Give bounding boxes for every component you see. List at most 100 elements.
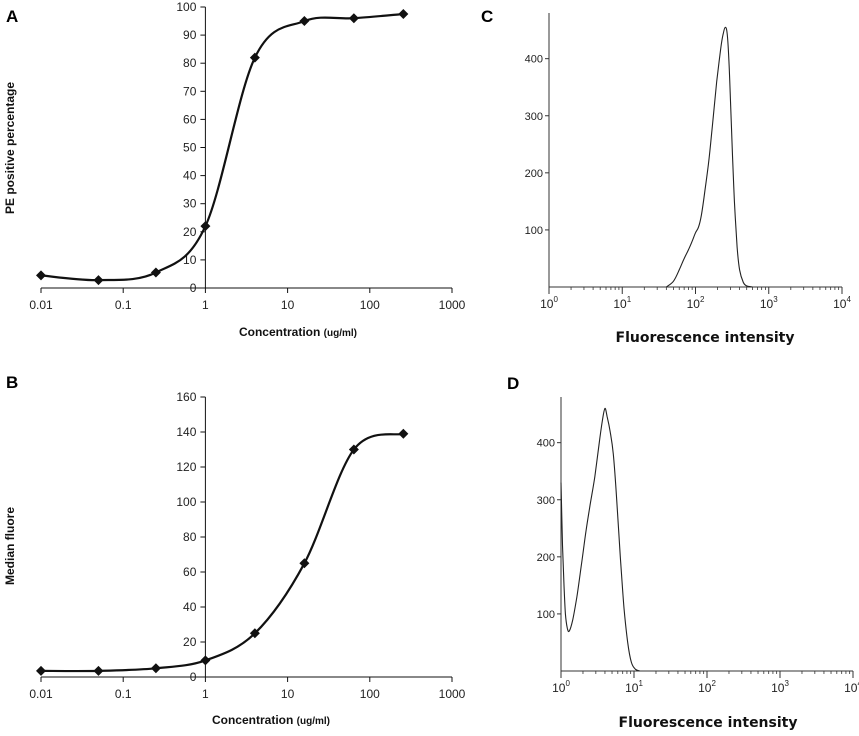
panel-c-y-ticks: 100 200 300 400 bbox=[525, 54, 549, 237]
x-tick-exponent: 4 bbox=[846, 295, 851, 304]
data-point-marker bbox=[93, 275, 104, 286]
data-point-marker bbox=[93, 665, 104, 676]
data-point-marker bbox=[249, 52, 260, 63]
y-tick-label: 300 bbox=[537, 495, 555, 507]
x-tick-label: 100 bbox=[540, 295, 558, 311]
y-tick-label: 20 bbox=[183, 225, 197, 239]
x-tick-exponent: 1 bbox=[627, 295, 632, 304]
x-tick-label: 104 bbox=[844, 679, 859, 695]
x-tick-label: 100 bbox=[360, 687, 380, 701]
panel-a-series-line bbox=[40, 12, 404, 282]
data-point-marker bbox=[150, 267, 161, 278]
y-tick-label: 300 bbox=[525, 111, 543, 123]
x-tick-label: 100 bbox=[552, 679, 570, 695]
x-tick-label: 10 bbox=[281, 298, 295, 312]
panel-b: B 0 20 40 60 80 100 120 140 160 0.01 0.1 1 10 100 100… bbox=[3, 373, 466, 727]
x-tick-label: 101 bbox=[613, 295, 631, 311]
panel-a-x-axis-title: Concentration (ug/ml) bbox=[239, 325, 357, 339]
y-tick-label: 100 bbox=[176, 495, 196, 509]
panel-a-axes bbox=[41, 7, 452, 289]
panel-a-markers bbox=[36, 9, 409, 286]
x-tick-label: 0.1 bbox=[115, 298, 132, 312]
x-tick-exponent: 4 bbox=[857, 679, 859, 688]
y-tick-label: 400 bbox=[537, 438, 555, 450]
y-tick-label: 120 bbox=[176, 460, 196, 474]
data-point-marker bbox=[398, 428, 409, 439]
data-point-marker bbox=[398, 9, 409, 20]
x-tick-label: 1 bbox=[202, 687, 209, 701]
data-point-marker bbox=[200, 221, 211, 232]
y-tick-label: 200 bbox=[537, 552, 555, 564]
y-tick-label: 60 bbox=[183, 565, 197, 579]
panel-b-markers bbox=[36, 428, 409, 676]
panel-d-axes bbox=[560, 397, 853, 672]
data-point-marker bbox=[200, 655, 211, 666]
y-tick-label: 200 bbox=[525, 168, 543, 180]
data-point-marker bbox=[36, 270, 46, 281]
panel-b-x-axis-title: Concentration (ug/ml) bbox=[212, 713, 330, 727]
panel-c-histogram bbox=[666, 26, 753, 288]
panel-d-x-axis-title: Fluorescence intensity bbox=[619, 715, 798, 731]
panel-letter-a: A bbox=[6, 7, 18, 26]
data-point-marker bbox=[36, 665, 46, 676]
panel-letter-c: C bbox=[481, 7, 493, 26]
y-tick-label: 140 bbox=[176, 425, 196, 439]
x-tick-label: 101 bbox=[625, 679, 643, 695]
y-tick-label: 100 bbox=[176, 0, 196, 14]
x-tick-label: 1 bbox=[202, 298, 209, 312]
x-tick-exponent: 0 bbox=[565, 679, 570, 688]
x-tick-label: 102 bbox=[687, 295, 705, 311]
panel-d-y-ticks: 100 200 300 400 bbox=[537, 438, 561, 621]
y-tick-label: 90 bbox=[183, 28, 197, 42]
y-tick-label: 80 bbox=[183, 56, 197, 70]
panel-b-y-axis-title: Median fluore bbox=[3, 507, 17, 585]
data-point-marker bbox=[299, 16, 310, 27]
y-tick-label: 50 bbox=[183, 141, 197, 155]
panel-b-y-ticks: 0 20 40 60 80 100 120 140 160 bbox=[176, 390, 206, 684]
y-tick-label: 160 bbox=[176, 390, 196, 404]
y-tick-label: 20 bbox=[183, 635, 197, 649]
y-tick-label: 0 bbox=[190, 281, 197, 295]
panel-letter-b: B bbox=[6, 373, 18, 392]
panel-d-histogram bbox=[560, 407, 641, 672]
panel-c-axes bbox=[548, 13, 842, 288]
panel-c-x-ticks: 100 101 102 103 104 bbox=[540, 287, 851, 311]
x-tick-label: 103 bbox=[760, 295, 778, 311]
data-point-marker bbox=[348, 444, 359, 455]
x-tick-label: 10 bbox=[281, 687, 295, 701]
x-tick-label: 104 bbox=[833, 295, 851, 311]
x-tick-label: 0.1 bbox=[115, 687, 132, 701]
panel-b-series-line bbox=[40, 432, 404, 673]
x-tick-exponent: 0 bbox=[553, 295, 558, 304]
data-point-marker bbox=[299, 558, 310, 569]
x-tick-label: 102 bbox=[698, 679, 716, 695]
panel-c-x-axis-title: Fluorescence intensity bbox=[616, 330, 795, 346]
panel-a-y-axis-title: PE positive percentage bbox=[3, 82, 17, 214]
panel-b-axes bbox=[41, 397, 452, 678]
x-tick-exponent: 3 bbox=[784, 679, 789, 688]
y-tick-label: 0 bbox=[190, 670, 197, 684]
y-tick-label: 100 bbox=[525, 225, 543, 237]
x-tick-label: 100 bbox=[360, 298, 380, 312]
y-tick-label: 80 bbox=[183, 530, 197, 544]
x-tick-label: 0.01 bbox=[29, 687, 53, 701]
x-tick-exponent: 2 bbox=[700, 295, 705, 304]
y-tick-label: 30 bbox=[183, 197, 197, 211]
y-tick-label: 40 bbox=[183, 600, 197, 614]
panel-a: A 0 10 20 30 40 50 60 70 80 90 100 0.01 0.1 1 10 100 10… bbox=[3, 0, 466, 339]
x-tick-exponent: 2 bbox=[711, 679, 716, 688]
data-point-marker bbox=[150, 663, 161, 674]
x-tick-label: 0.01 bbox=[29, 298, 53, 312]
x-tick-label: 1000 bbox=[439, 298, 466, 312]
x-tick-label: 1000 bbox=[439, 687, 466, 701]
x-tick-exponent: 3 bbox=[773, 295, 778, 304]
y-tick-label: 100 bbox=[537, 609, 555, 621]
y-tick-label: 40 bbox=[183, 169, 197, 183]
data-point-marker bbox=[348, 13, 359, 24]
panel-b-x-ticks: 0.01 0.1 1 10 100 1000 bbox=[29, 677, 466, 701]
